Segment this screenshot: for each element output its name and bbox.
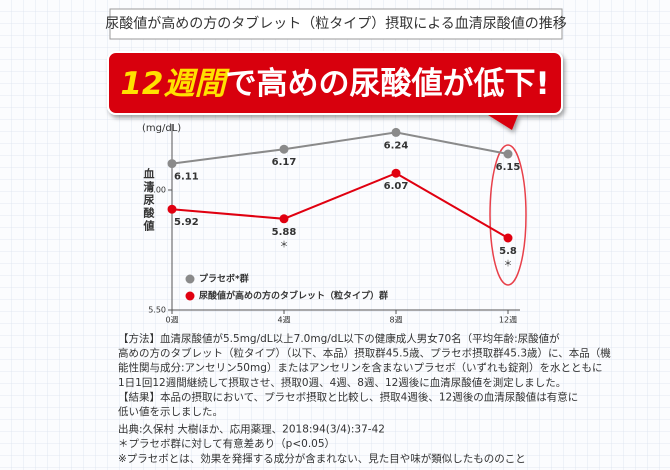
note-line: 高めの方のタブレット（粒タイプ）（以下、本品）摂取群45.5歳、プラセボ摂取群4…	[118, 347, 611, 360]
note-line: 能性関与成分:アンセリン50mg）またはアンセリンを含まないプラセボ（いずれも錠…	[118, 361, 602, 374]
point	[391, 168, 401, 178]
chart-title: 尿酸値が高めの方のタブレット（粒タイプ）摂取による血清尿酸値の推移	[105, 15, 567, 32]
data-label: 6.17	[272, 157, 297, 168]
banner	[107, 51, 563, 130]
legend-marker	[185, 291, 195, 301]
data-label: 6.07	[384, 181, 409, 192]
banner-rest: で高めの尿酸値が低下!	[226, 66, 550, 102]
x-tick-label: 8週	[389, 316, 402, 325]
legend-label: プラセボ*群	[199, 273, 249, 285]
legend-marker	[185, 274, 195, 284]
annotation: ＊	[503, 260, 512, 270]
annotation: ＊	[279, 240, 288, 250]
x-tick-label: 12週	[499, 316, 517, 325]
y-tick-label: 5.50	[148, 306, 166, 315]
data-label: 5.88	[272, 227, 297, 238]
point	[167, 159, 177, 169]
note-line: 1日1回12週間継続して摂取させ、摂取0週、4週、8週、12週後に血清尿酸値を測…	[118, 376, 566, 389]
note-line: 【方法】血清尿酸値が5.5mg/dL以上7.0mg/dL以下の健康成人男女70名…	[118, 332, 560, 345]
point	[167, 204, 177, 214]
series-line	[171, 172, 509, 239]
point	[391, 127, 401, 137]
x-tick-label: 0週	[165, 316, 178, 325]
point	[503, 233, 513, 243]
note-line: 出典:久保村 大樹ほか、応用薬理、2018:94(3/4):37-42	[118, 423, 385, 436]
y-axis-label: 血清尿酸値	[142, 167, 156, 233]
data-label: 5.8	[499, 246, 517, 257]
notes: 【方法】血清尿酸値が5.5mg/dL以上7.0mg/dL以下の健康成人男女70名…	[118, 332, 611, 465]
note-line: 【結果】本品の摂取において、プラセボ摂取と比較し、摂取4週後、12週後の血清尿酸…	[118, 390, 578, 403]
note-line: ※プラセボとは、効果を発揮する成分が含まれない、見た目や味が類似したもののこと	[118, 452, 526, 465]
banner-highlight: 12週間	[120, 66, 230, 102]
legend-label: 尿酸値が高めの方のタブレット（粒タイプ）群	[199, 290, 388, 302]
point	[279, 144, 289, 154]
y-tick-label: 6.00	[148, 186, 166, 195]
note-line: ＊プラセボ群に対して有意差あり（p<0.05）	[118, 437, 335, 450]
note-line: 低い値を示しました。	[118, 405, 223, 418]
highlight-ellipse	[489, 144, 527, 286]
title-box	[109, 8, 563, 40]
data-label: 6.11	[174, 172, 199, 183]
data-label: 6.15	[496, 162, 521, 173]
point	[503, 149, 513, 159]
series-line	[171, 131, 509, 165]
x-tick-label: 4週	[277, 316, 290, 325]
point	[279, 214, 289, 224]
data-label: 5.92	[174, 217, 199, 228]
banner-text: 12週間で高めの尿酸値が低下!	[120, 66, 549, 102]
y-unit: (mg/dL)	[142, 123, 181, 134]
data-label: 6.24	[384, 140, 409, 151]
banner-box	[107, 51, 563, 115]
